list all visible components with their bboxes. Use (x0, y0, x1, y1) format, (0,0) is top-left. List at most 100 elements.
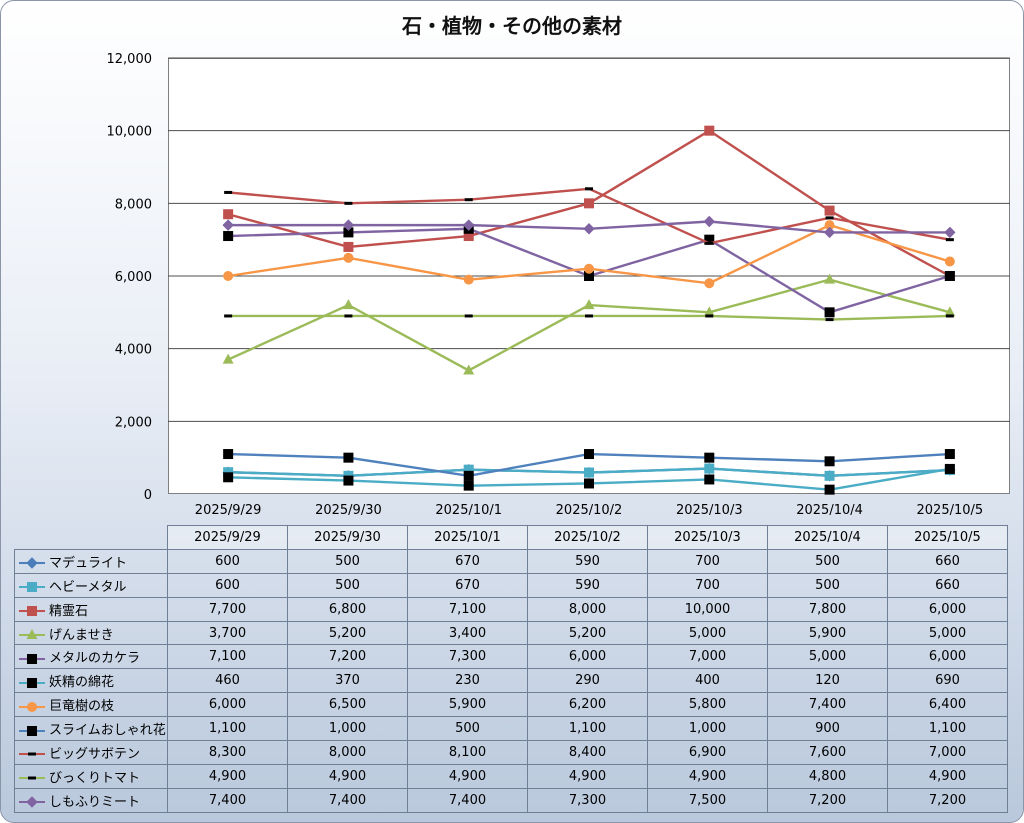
data-point (463, 364, 475, 375)
data-point (944, 306, 956, 317)
table-cell: 6,000 (167, 692, 288, 718)
data-point (825, 216, 834, 220)
table-cell: 670 (407, 572, 528, 598)
table-cell: 6,800 (287, 596, 408, 622)
table-cell: 5,200 (287, 620, 408, 646)
legend-key (19, 725, 45, 736)
table-row: げんませき 3,700 5,200 3,400 5,200 5,000 5,900 5,000 (14, 620, 1008, 646)
legend-key (19, 629, 45, 639)
table-cell: 4,900 (287, 763, 408, 789)
data-point (27, 677, 37, 688)
data-point (584, 449, 594, 460)
table-cell: 590 (527, 572, 648, 598)
data-point (463, 470, 474, 481)
data-point (584, 271, 594, 281)
table-cell: 7,400 (287, 787, 408, 813)
legend-key (19, 582, 45, 593)
data-point (824, 205, 835, 216)
table-cell: 7,100 (167, 644, 288, 670)
legend-entry: 精霊石 (14, 596, 168, 622)
table-cell: 8,400 (527, 740, 648, 765)
data-point (26, 557, 38, 570)
data-point (463, 480, 474, 491)
data-point (222, 353, 234, 364)
table-cell: 500 (407, 716, 528, 742)
table-column-header: 2025/9/29 (167, 525, 288, 550)
y-tick-label: 2,000 (115, 415, 152, 430)
legend-entry: マデュライト (14, 548, 168, 574)
legend-label: メタルのカケラ (49, 651, 141, 667)
table-cell: 500 (767, 548, 888, 574)
table-cell: 460 (167, 668, 288, 694)
legend-label: マデュライト (49, 555, 128, 571)
table-cell: 600 (167, 572, 288, 598)
legend-key (19, 557, 45, 570)
data-point (824, 307, 835, 318)
table-cell: 1,000 (647, 716, 768, 742)
table-cell: 7,100 (407, 596, 528, 622)
table-cell: 5,900 (407, 692, 528, 718)
data-point (223, 271, 234, 281)
table-cell: 4,900 (887, 763, 1008, 789)
table-row: マデュライト 600 500 670 590 700 500 660 (14, 548, 1008, 574)
data-point (703, 306, 715, 317)
data-point (705, 314, 714, 318)
data-point (342, 219, 355, 231)
data-point (824, 484, 835, 495)
data-point (27, 582, 37, 593)
data-point (824, 273, 836, 284)
data-point (26, 629, 38, 639)
legend-label: びっくりトマト (49, 770, 141, 786)
data-point (463, 219, 475, 231)
series-line (227, 278, 951, 372)
y-tick-label: 0 (144, 488, 152, 503)
x-tick-label: 2025/10/2 (556, 503, 623, 518)
data-point (223, 209, 234, 220)
table-cell: 120 (767, 668, 888, 694)
x-tick-label: 2025/10/4 (796, 503, 863, 518)
data-point (27, 725, 37, 736)
legend-label: 妖精の綿花 (49, 675, 115, 691)
data-point (705, 241, 714, 245)
table-cell: 660 (887, 548, 1008, 574)
table-cell: 660 (887, 572, 1008, 598)
legend-key (19, 752, 45, 756)
table-cell: 4,900 (527, 763, 648, 789)
table-column-header: 2025/10/1 (407, 525, 528, 550)
data-point (223, 472, 234, 483)
table-cell: 7,200 (287, 644, 408, 670)
table-cell: 6,000 (887, 596, 1008, 622)
table-cell: 1,100 (527, 716, 648, 742)
data-point (585, 314, 593, 318)
table-row: しもふりミート 7,400 7,400 7,400 7,300 7,500 7,200 7,2… (14, 787, 1008, 813)
x-tick-label: 2025/9/30 (315, 503, 382, 518)
table-cell: 6,900 (647, 740, 768, 765)
table-column-header: 2025/10/5 (887, 525, 1008, 550)
data-point (704, 125, 715, 136)
table-column-header: 2025/10/3 (647, 525, 768, 550)
data-point (583, 299, 595, 310)
table-row: ビッグサボテン 8,300 8,000 8,100 8,400 6,900 7,600 7,0… (14, 740, 1008, 765)
data-point (343, 227, 354, 238)
series-げんませき (222, 273, 956, 375)
table-row: 巨竜樹の枝 6,000 6,500 5,900 6,200 5,800 7,400 6,400 (14, 692, 1008, 718)
legend-entry: メタルのカケラ (14, 644, 168, 670)
table-cell: 4,900 (407, 763, 528, 789)
table-cell: 8,000 (527, 596, 648, 622)
data-point (704, 463, 715, 474)
legend-entry: ビッグサボテン (14, 740, 168, 765)
table-cell: 6,500 (287, 692, 408, 718)
series-しもふりミート (222, 215, 956, 239)
data-point (463, 464, 474, 475)
data-point (223, 467, 234, 478)
table-cell: 5,900 (767, 620, 888, 646)
data-point (223, 231, 234, 242)
x-tick-label: 2025/10/3 (676, 503, 743, 518)
table-cell: 7,300 (527, 787, 648, 813)
table-cell: 690 (887, 668, 1008, 694)
table-cell: 290 (527, 668, 648, 694)
table-column-header: 2025/10/2 (527, 525, 648, 550)
data-point (344, 201, 353, 205)
chart-title: 石・植物・その他の素材 (402, 14, 622, 38)
data-point (27, 653, 37, 664)
